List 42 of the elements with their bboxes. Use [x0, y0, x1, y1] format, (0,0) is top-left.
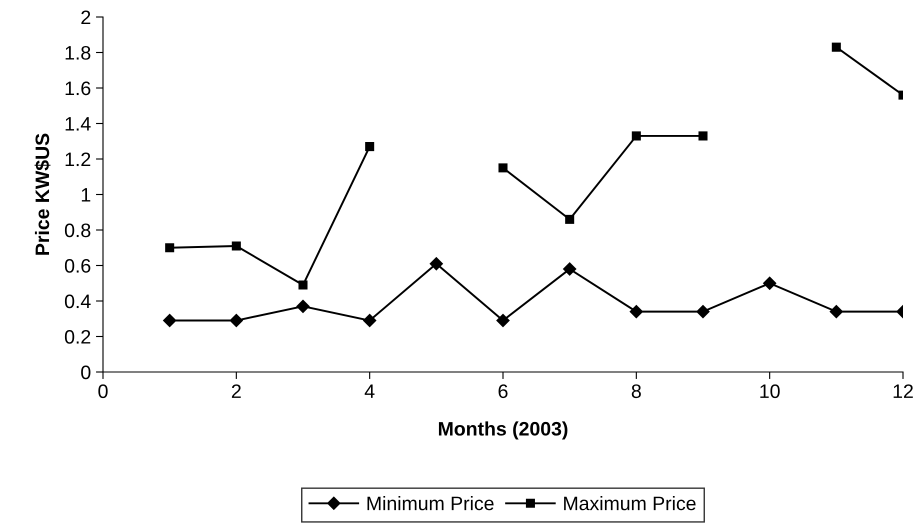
x-tick-label: 10 [760, 384, 780, 398]
x-tick-label: 8 [632, 384, 641, 398]
point [498, 163, 508, 172]
y-tick-label: 1.6 [66, 81, 90, 96]
x-tick-label: 2 [232, 384, 241, 398]
x-axis-title: Months (2003) [438, 421, 568, 440]
x-tick-label: 4 [364, 384, 375, 398]
point [632, 131, 641, 140]
point [763, 276, 776, 290]
point [696, 305, 710, 318]
x-tick-label: 0 [98, 384, 108, 398]
point [496, 314, 510, 328]
point [363, 314, 376, 328]
y-tick-label: 0 [81, 365, 90, 380]
y-tick-label: 0.6 [64, 258, 90, 273]
point [163, 314, 176, 328]
point [365, 142, 374, 152]
point [565, 214, 574, 224]
point [298, 280, 308, 290]
y-tick-label: 1.2 [66, 152, 90, 166]
x-tick-label: 6 [498, 384, 508, 398]
y-tick-label: 0.4 [64, 294, 91, 308]
point [832, 42, 841, 52]
legend-label: Minimum Price [368, 496, 494, 510]
y-tick-label: 0.8 [64, 223, 90, 238]
point [230, 314, 243, 328]
y-tick-label: 1 [82, 188, 90, 202]
legend-label: Maximum Price [564, 496, 696, 510]
x-tick-label: 12 [894, 384, 913, 398]
point [563, 262, 576, 276]
point [630, 305, 643, 318]
point [698, 131, 708, 140]
y-tick-label: 0.2 [64, 330, 90, 344]
point [165, 243, 174, 252]
point [296, 300, 310, 313]
y-tick-label: 1.8 [66, 46, 90, 60]
y-tick-label: 2 [81, 10, 90, 24]
y-axis-title: Price KW$US [34, 134, 50, 255]
y-tick-label: 1.4 [66, 117, 91, 131]
point [430, 257, 443, 270]
point [830, 305, 843, 318]
point [232, 241, 241, 250]
